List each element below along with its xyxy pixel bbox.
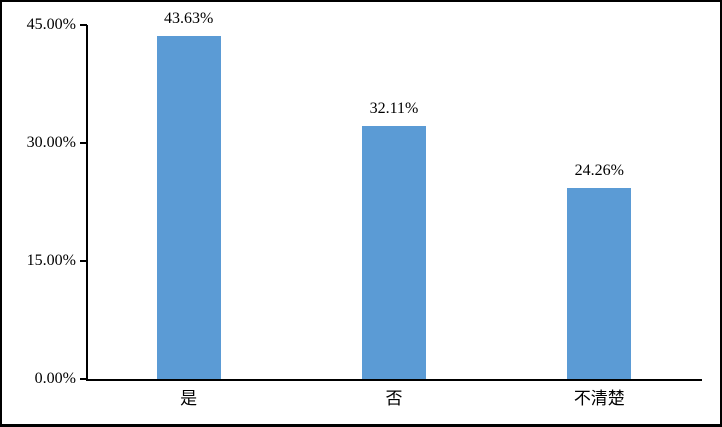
bar-1 — [156, 35, 221, 379]
y-axis-line — [86, 25, 88, 381]
bar-value-label: 24.26% — [574, 162, 624, 180]
y-axis-tick — [80, 24, 87, 26]
y-axis-tick-label: 0.00% — [34, 370, 76, 387]
y-axis-tick — [80, 378, 87, 380]
x-axis-category-label: 是 — [180, 389, 198, 408]
bar-value-label: 32.11% — [369, 100, 419, 118]
x-axis-category-label: 不清楚 — [573, 389, 625, 408]
bar-value-label: 43.63% — [163, 9, 214, 27]
y-axis-tick-label: 30.00% — [26, 134, 76, 151]
y-axis-tick-label: 15.00% — [26, 252, 76, 269]
y-axis-tick-label: 45.00% — [26, 16, 76, 33]
bar-3 — [567, 188, 632, 379]
y-axis-tick — [80, 142, 87, 144]
x-axis-category-label: 否 — [385, 389, 403, 408]
x-axis-line — [86, 379, 702, 381]
y-axis-tick — [80, 260, 87, 262]
bar-2 — [362, 126, 426, 379]
